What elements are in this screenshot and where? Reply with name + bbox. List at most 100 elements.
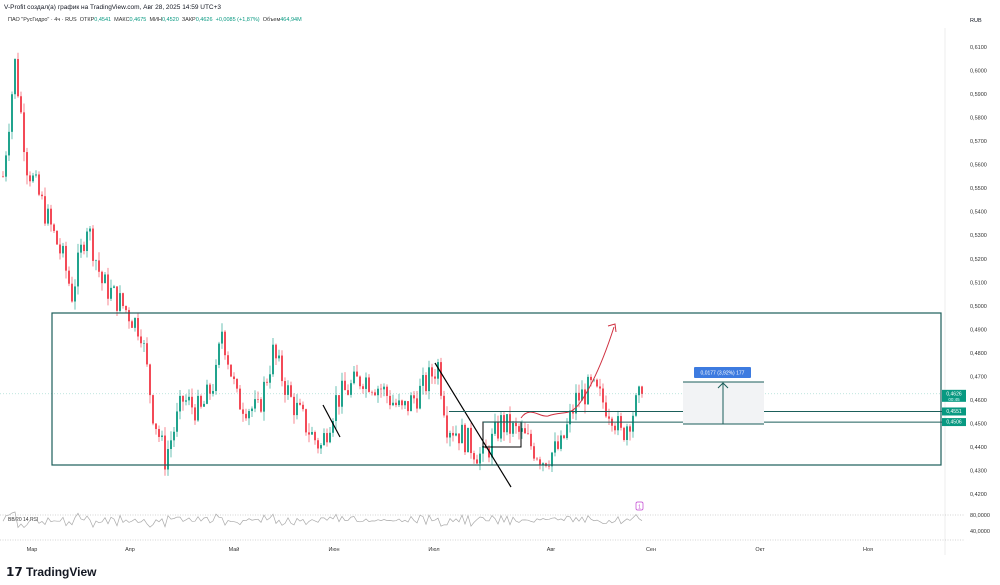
candle-body bbox=[626, 426, 628, 440]
y-tick-label: 0,4300 bbox=[970, 469, 987, 475]
candle-body bbox=[461, 424, 463, 444]
candle-body bbox=[419, 385, 421, 409]
candle-body bbox=[263, 381, 265, 412]
tradingview-logo-icon: 𝟭𝟳 bbox=[6, 565, 27, 579]
candle-body bbox=[5, 155, 7, 177]
candle-body bbox=[281, 355, 283, 382]
candle-body bbox=[473, 453, 475, 460]
close-label: ЗАКР bbox=[181, 17, 196, 23]
candle-body bbox=[20, 96, 22, 113]
candle-body bbox=[593, 379, 595, 381]
candle-body bbox=[53, 224, 55, 231]
candle-body bbox=[146, 343, 148, 365]
candle-body bbox=[389, 395, 391, 406]
candle-body bbox=[212, 391, 214, 394]
candle-body bbox=[386, 386, 388, 396]
y-tick-label: 0,4900 bbox=[970, 327, 987, 333]
candle-body bbox=[566, 424, 568, 439]
candle-body bbox=[446, 415, 448, 438]
candle-body bbox=[104, 274, 106, 284]
candle-body bbox=[203, 403, 205, 407]
candle-body bbox=[371, 391, 373, 393]
forecast-curve bbox=[520, 326, 615, 419]
y-tick-label: 0,5400 bbox=[970, 210, 987, 216]
candle-body bbox=[2, 176, 4, 178]
candle-body bbox=[305, 409, 307, 433]
measure-label: 0,0177 (3,92%) 177 bbox=[701, 371, 745, 377]
price-level-badge bbox=[942, 407, 966, 416]
candle-body bbox=[110, 287, 112, 299]
candle-body bbox=[323, 433, 325, 446]
candle-body bbox=[617, 416, 619, 431]
y-tick-label: 0,4700 bbox=[970, 374, 987, 380]
candle-body bbox=[272, 344, 274, 375]
candle-body bbox=[44, 196, 46, 224]
high-label: МАКС bbox=[114, 17, 130, 23]
candle-body bbox=[218, 343, 220, 365]
event-marker bbox=[635, 501, 644, 511]
candle-body bbox=[56, 230, 58, 245]
change-value: +0,0085 (+1,87%) bbox=[215, 17, 260, 23]
candle-body bbox=[41, 194, 43, 197]
y-tick-label: 0,5500 bbox=[970, 186, 987, 192]
candle-body bbox=[614, 425, 616, 431]
candle-body bbox=[506, 414, 508, 433]
candle-body bbox=[449, 432, 451, 438]
candle-body bbox=[533, 446, 535, 459]
candle-body bbox=[32, 175, 34, 182]
candle-body bbox=[410, 395, 412, 412]
candle-body bbox=[353, 371, 355, 384]
candle-body bbox=[452, 432, 454, 436]
candle-body bbox=[635, 395, 637, 416]
candle-body bbox=[344, 380, 346, 391]
low-value: 0,4520 bbox=[161, 17, 179, 23]
candle-body bbox=[257, 399, 259, 400]
candle-body bbox=[491, 433, 493, 458]
candle-body bbox=[569, 410, 571, 425]
candle-body bbox=[131, 321, 133, 328]
candle-body bbox=[377, 388, 379, 396]
candle-body bbox=[59, 244, 61, 254]
candle-body bbox=[176, 411, 178, 432]
candle-body bbox=[260, 399, 262, 412]
y-tick-label: 0,4800 bbox=[970, 351, 987, 357]
candle-body bbox=[548, 465, 550, 467]
candle-body bbox=[458, 433, 460, 444]
candle-body bbox=[404, 401, 406, 406]
price-level-badge bbox=[942, 389, 966, 402]
candle-body bbox=[482, 446, 484, 454]
arrow-up-icon bbox=[717, 382, 729, 389]
candle-body bbox=[194, 407, 196, 421]
candle-body bbox=[494, 422, 496, 434]
candle-body bbox=[293, 396, 295, 416]
x-tick-label: Июн bbox=[328, 547, 339, 553]
range-rectangle bbox=[51, 312, 942, 466]
tradingview-logo[interactable]: 𝟭𝟳 TradingView bbox=[6, 565, 97, 579]
candle-body bbox=[26, 152, 28, 176]
candle-body bbox=[440, 362, 442, 396]
candle-body bbox=[77, 252, 79, 287]
candle-body bbox=[113, 286, 115, 288]
candle-body bbox=[503, 415, 505, 433]
candle-body bbox=[128, 310, 130, 322]
candle-body bbox=[287, 385, 289, 395]
open-label: ОТКР bbox=[79, 17, 95, 23]
candle-body bbox=[179, 395, 181, 412]
candle-body bbox=[425, 375, 427, 392]
candle-body bbox=[350, 383, 352, 395]
candle-body bbox=[251, 408, 253, 412]
candle-body bbox=[362, 386, 364, 389]
candle-body bbox=[317, 440, 319, 449]
candle-body bbox=[230, 364, 232, 377]
price-level-badge bbox=[942, 418, 966, 427]
volume-value: 464,94M bbox=[280, 17, 302, 23]
candle-body bbox=[35, 174, 37, 176]
candle-body bbox=[14, 59, 16, 95]
candle-body bbox=[17, 59, 19, 97]
candle-body bbox=[464, 424, 466, 453]
x-tick-label: Ноя bbox=[863, 547, 873, 553]
candle-body bbox=[233, 376, 235, 380]
candle-body bbox=[314, 432, 316, 441]
currency-label: RUB bbox=[970, 18, 982, 24]
